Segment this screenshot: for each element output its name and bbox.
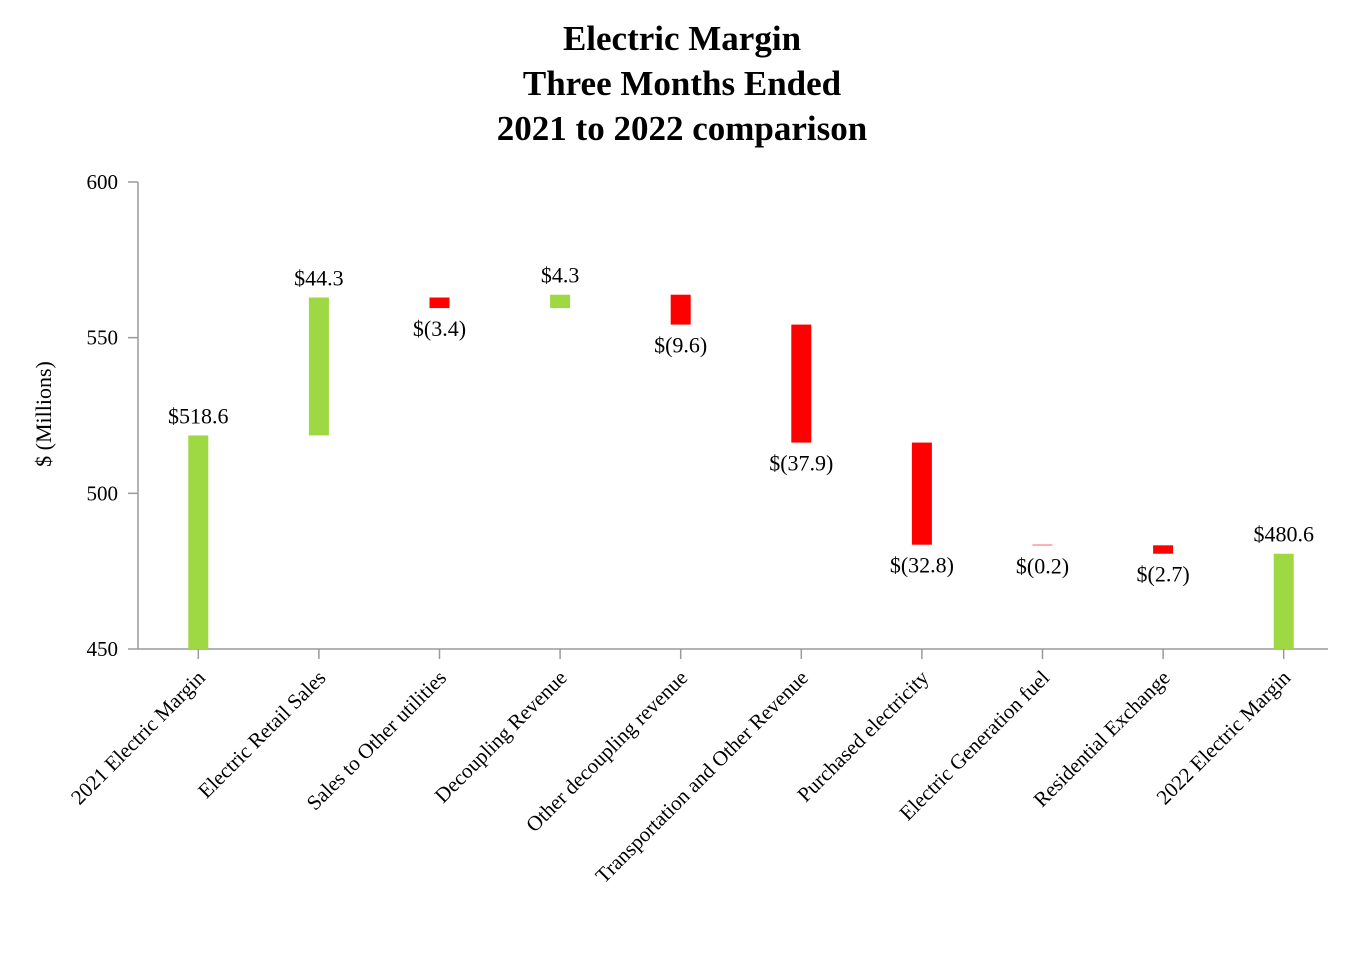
category-label-1: Electric Retail Sales [193, 666, 330, 803]
bar-7 [1032, 544, 1053, 546]
category-label-9: 2022 Electric Margin [1152, 665, 1296, 809]
y-tick-label: 600 [87, 170, 119, 194]
data-label-8: $(2.7) [1137, 562, 1190, 587]
chart-title-line-3: 2021 to 2022 comparison [496, 109, 868, 148]
data-label-6: $(32.8) [890, 553, 954, 578]
bar-6 [911, 442, 932, 545]
bar-8 [1153, 545, 1174, 554]
bar-3 [550, 294, 571, 309]
category-label-8: Residential Exchange [1029, 666, 1175, 812]
bar-2 [429, 297, 450, 309]
data-label-0: $518.6 [168, 403, 229, 428]
chart-title-line-1: Electric Margin [562, 19, 802, 58]
y-axis-label: $ (Millions) [31, 361, 56, 467]
category-label-3: Decoupling Revenue [430, 666, 572, 808]
y-tick-label: 450 [87, 637, 119, 661]
category-label-0: 2021 Electric Margin [66, 665, 210, 809]
bar-9 [1273, 553, 1294, 649]
data-label-9: $480.6 [1253, 522, 1314, 547]
chart-title: Electric Margin Three Months Ended 2021 … [0, 16, 1364, 151]
chart-title-line-2: Three Months Ended [522, 64, 842, 103]
bars [188, 294, 1294, 649]
data-label-4: $(9.6) [654, 333, 707, 358]
bar-0 [188, 435, 209, 649]
bar-4 [670, 294, 691, 325]
data-label-2: $(3.4) [413, 316, 466, 341]
data-label-1: $44.3 [294, 266, 344, 291]
bar-5 [791, 324, 812, 443]
bar-1 [308, 297, 329, 436]
data-label-7: $(0.2) [1016, 553, 1069, 578]
data-label-5: $(37.9) [769, 451, 833, 476]
data-labels: $518.6 $44.3 $(3.4) $4.3 $(9.6) $(37.9) $(32.8… [168, 263, 1314, 587]
y-tick-label: 550 [87, 326, 119, 350]
data-label-3: $4.3 [541, 263, 580, 288]
y-tick-label: 500 [87, 481, 119, 505]
category-label-5: Transportation and Other Revenue [591, 666, 813, 888]
axes: 450 500 550 600 2021 Electric MarginElectric… [66, 170, 1328, 888]
category-label-6: Purchased electricity [792, 665, 933, 806]
